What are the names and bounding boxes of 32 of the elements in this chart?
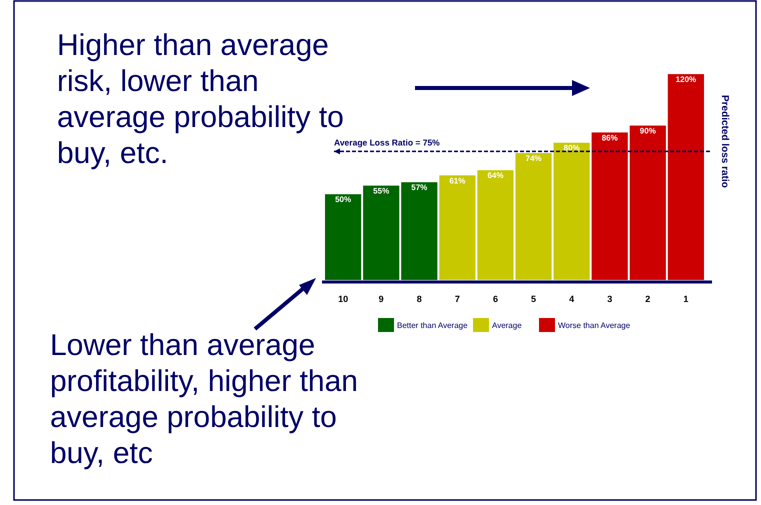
x-tick-label: 1 bbox=[683, 294, 688, 304]
y-axis-title: Predicted loss ratio bbox=[719, 95, 730, 188]
legend-label: Worse than Average bbox=[558, 321, 631, 330]
legend-label: Better than Average bbox=[397, 321, 468, 330]
ref-line-label: Average Loss Ratio = 75% bbox=[334, 137, 440, 148]
data-label: 57% bbox=[411, 183, 428, 192]
x-tick-label: 8 bbox=[416, 294, 422, 304]
bar bbox=[477, 170, 514, 280]
bar bbox=[668, 74, 704, 280]
x-tick-label: 10 bbox=[338, 294, 348, 304]
bar bbox=[515, 153, 552, 280]
bar bbox=[439, 175, 476, 280]
x-tick-label: 3 bbox=[607, 294, 612, 304]
data-label: 61% bbox=[449, 176, 466, 186]
data-label: 86% bbox=[602, 133, 618, 142]
data-label: 120% bbox=[676, 75, 696, 84]
data-label: 90% bbox=[640, 126, 656, 136]
legend-label: Average bbox=[492, 321, 522, 330]
bar bbox=[554, 142, 590, 280]
bar bbox=[325, 194, 362, 280]
x-tick-label: 9 bbox=[378, 294, 384, 304]
x-tick-label: 6 bbox=[492, 294, 498, 304]
data-label: 74% bbox=[526, 154, 542, 164]
x-tick-label: 7 bbox=[454, 294, 460, 304]
x-tick-label: 2 bbox=[645, 294, 650, 304]
data-label: 50% bbox=[335, 195, 352, 204]
text: Lower than average profitability, higher than average probability to buy, etc bbox=[50, 329, 358, 470]
x-tick-label: 4 bbox=[569, 294, 574, 304]
data-label: 80% bbox=[564, 144, 580, 153]
data-label: 64% bbox=[487, 171, 504, 180]
data-label: 55% bbox=[373, 186, 390, 196]
x-tick-label: 5 bbox=[531, 294, 536, 304]
